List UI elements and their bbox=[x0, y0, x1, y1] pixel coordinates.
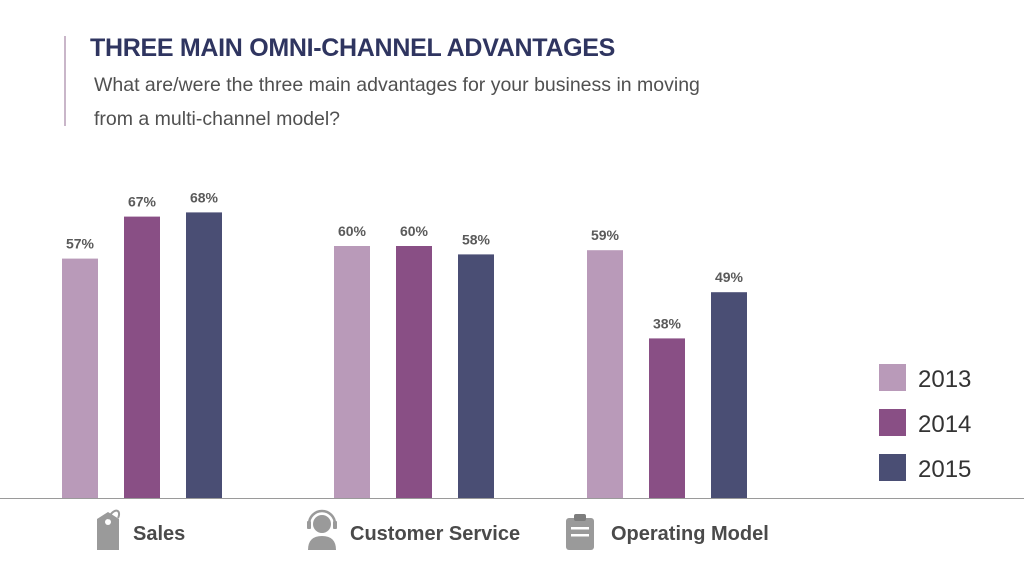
category-label-operating-model: Operating Model bbox=[611, 523, 769, 545]
headset-agent-icon bbox=[307, 509, 337, 550]
legend-label-2015: 2015 bbox=[918, 456, 971, 483]
legend-swatch-2014 bbox=[879, 409, 906, 436]
data-label-sales-2015: 68% bbox=[190, 189, 219, 205]
data-label-customer-service-2015: 58% bbox=[462, 231, 491, 247]
bar-sales-2013 bbox=[62, 258, 98, 498]
bar-operating-model-2015 bbox=[711, 292, 747, 498]
bar-customer-service-2014 bbox=[396, 246, 432, 498]
bar-customer-service-2015 bbox=[458, 254, 494, 498]
bar-operating-model-2013 bbox=[587, 250, 623, 498]
header-accent-rule bbox=[64, 36, 66, 126]
clipboard-icon bbox=[566, 514, 594, 550]
data-label-sales-2014: 67% bbox=[128, 194, 157, 210]
legend-swatch-2013 bbox=[879, 364, 906, 391]
data-label-operating-model-2014: 38% bbox=[653, 315, 682, 331]
bar-sales-2015 bbox=[186, 212, 222, 498]
page-title: THREE MAIN OMNI-CHANNEL ADVANTAGES bbox=[90, 34, 615, 62]
page-subtitle: What are/were the three main advantages … bbox=[94, 74, 700, 130]
data-label-operating-model-2013: 59% bbox=[591, 227, 620, 243]
legend-label-2014: 2014 bbox=[918, 411, 971, 438]
data-label-customer-service-2014: 60% bbox=[400, 223, 429, 239]
bar-customer-service-2013 bbox=[334, 246, 370, 498]
bar-sales-2014 bbox=[124, 216, 160, 498]
legend-label-2013: 2013 bbox=[918, 366, 971, 393]
bar-operating-model-2014 bbox=[649, 338, 685, 498]
data-label-operating-model-2015: 49% bbox=[715, 269, 744, 285]
price-tag-icon bbox=[97, 509, 120, 550]
category-label-customer-service: Customer Service bbox=[350, 523, 520, 545]
legend-swatch-2015 bbox=[879, 454, 906, 481]
category-label-sales: Sales bbox=[133, 523, 185, 545]
data-label-sales-2013: 57% bbox=[66, 236, 95, 252]
data-label-customer-service-2013: 60% bbox=[338, 223, 367, 239]
